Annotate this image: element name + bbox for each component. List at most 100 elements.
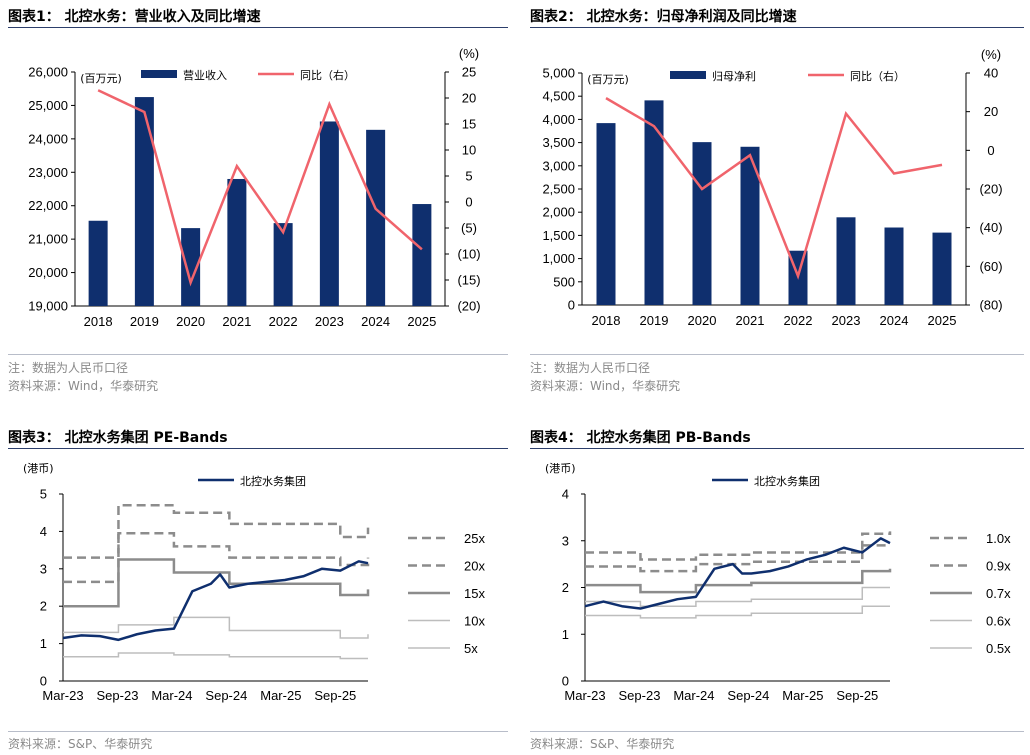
- y-tick-label: 21,000: [28, 232, 68, 247]
- x-tick-label: 2018: [592, 313, 621, 328]
- title-rule: [8, 27, 508, 28]
- y-tick-label: 3,000: [542, 158, 575, 173]
- legend-label-band: 25x: [464, 531, 485, 546]
- y-tick-label: 5: [40, 487, 47, 502]
- yoy-line: [605, 97, 943, 280]
- x-tick-label: 2024: [361, 314, 390, 329]
- y2-tick-label: 20: [984, 104, 998, 119]
- chart-panel-1: 图表1： 北控水务：营业收入及同比增速 19,000 20,000 21,000 22…: [8, 0, 508, 395]
- y-tick-label: 0: [40, 674, 47, 689]
- legend-label-stock: 北控水务集团: [754, 474, 820, 488]
- x-tick-label: 2025: [928, 313, 957, 328]
- legend-label-line: 同比（右）: [850, 69, 905, 83]
- y-axis-unit: (百万元): [587, 73, 629, 86]
- x-tick-label: Sep-23: [97, 688, 139, 703]
- y-axis-unit: (港币): [23, 462, 54, 475]
- pb-bands-chart: 0 1 2 3 4 (港币) Mar-23 Sep-23 Mar-24 Sep-24 Mar-25 S…: [545, 462, 1011, 703]
- chart-panel-4: 图表4： 北控水务集团 PB-Bands 0 1 2 3 4 (港币) Mar-23 Sep-…: [530, 420, 1024, 755]
- y-tick-label: 2,500: [542, 182, 575, 197]
- title-rule: [530, 448, 1024, 449]
- y2-tick-label: (5): [461, 221, 477, 236]
- y-tick-label: 24,000: [28, 131, 68, 146]
- y2-tick-label: (20): [979, 182, 1002, 197]
- y-tick-label: 3: [40, 561, 47, 576]
- y-tick-label: 4: [562, 487, 569, 502]
- band-line: [585, 531, 892, 561]
- y-axis-unit: (港币): [545, 462, 576, 475]
- y2-tick-label: 10: [462, 143, 476, 158]
- chart-panel-2: 图表2： 北控水务：归母净利润及同比增速 0 500 1,000 1,500 2,000…: [530, 0, 1024, 395]
- x-tick-label: 2024: [880, 313, 909, 328]
- y-tick-label: 3,500: [542, 135, 575, 150]
- bar: [273, 223, 293, 306]
- bar: [836, 217, 856, 305]
- y-tick-label: 22,000: [28, 198, 68, 213]
- legend-label-band: 1.0x: [986, 531, 1011, 546]
- y2-tick-label: 0: [465, 195, 472, 210]
- legend-label-band: 20x: [464, 559, 485, 574]
- x-tick-label: Sep-24: [727, 688, 769, 703]
- chart-source: 资料来源：S&P、华泰研究: [8, 737, 153, 751]
- y2-tick-label: (15): [457, 273, 480, 288]
- chart-source: 资料来源：S&P、华泰研究: [530, 737, 675, 751]
- title-rule: [530, 27, 1024, 28]
- x-tick-label: Sep-23: [619, 688, 661, 703]
- y2-tick-label: (40): [979, 220, 1002, 235]
- bar: [644, 100, 664, 305]
- y2-tick-label: 0: [987, 143, 994, 158]
- y-tick-label: 1,000: [542, 251, 575, 266]
- x-tick-label: Mar-24: [673, 688, 714, 703]
- bar: [319, 121, 339, 306]
- band-line: [585, 605, 890, 619]
- legend-label-band: 5x: [464, 641, 478, 656]
- bar: [596, 123, 616, 305]
- x-tick-label: 2021: [222, 314, 251, 329]
- bar: [181, 228, 201, 306]
- bar: [884, 227, 904, 305]
- y-axis-unit: (百万元): [80, 72, 122, 85]
- y-tick-label: 2: [40, 599, 47, 614]
- x-tick-label: Mar-25: [782, 688, 823, 703]
- y2-tick-label: 25: [462, 65, 476, 80]
- footer-rule: [530, 731, 1024, 732]
- y-tick-label: 2,000: [542, 205, 575, 220]
- x-tick-label: 2022: [269, 314, 298, 329]
- x-tick-label: 2020: [176, 314, 205, 329]
- bar: [227, 178, 247, 306]
- x-tick-label: 2025: [407, 314, 436, 329]
- x-tick-label: Mar-24: [151, 688, 192, 703]
- legend-label-line: 同比（右）: [300, 68, 355, 82]
- chart-source: 资料来源：Wind，华泰研究: [8, 379, 159, 393]
- bar: [366, 129, 386, 306]
- y-tick-label: 3: [562, 533, 569, 548]
- chart-note: 注：数据为人民币口径: [530, 361, 651, 375]
- legend-label-stock: 北控水务集团: [240, 474, 306, 488]
- title-rule: [8, 448, 508, 449]
- y2-tick-label: 40: [984, 66, 998, 81]
- y2-tick-label: 20: [462, 91, 476, 106]
- y-tick-label: 25,000: [28, 98, 68, 113]
- band-line: [63, 616, 369, 639]
- y-tick-label: 4: [40, 524, 47, 539]
- chart-title: 图表1： 北控水务：营业收入及同比增速: [8, 9, 261, 25]
- legend-label-band: 15x: [464, 586, 485, 601]
- y-tick-label: 500: [553, 274, 575, 289]
- y2-axis-unit: (%): [459, 46, 479, 61]
- band-line: [63, 652, 368, 660]
- legend-label-bar: 营业收入: [183, 68, 227, 82]
- chart-source: 资料来源：Wind，华泰研究: [530, 379, 681, 393]
- chart-title: 图表2： 北控水务：归母净利润及同比增速: [530, 9, 797, 25]
- y-tick-label: 19,000: [28, 299, 68, 314]
- y-tick-label: 20,000: [28, 265, 68, 280]
- y-tick-label: 4,000: [542, 112, 575, 127]
- x-tick-label: 2023: [832, 313, 861, 328]
- bar: [412, 204, 432, 306]
- x-tick-label: 2018: [84, 314, 113, 329]
- y2-tick-label: 15: [462, 117, 476, 132]
- bar: [88, 220, 108, 306]
- legend-label-band: 0.7x: [986, 586, 1011, 601]
- legend-label-bar: 归母净利: [712, 69, 756, 83]
- y2-tick-label: (60): [979, 259, 1002, 274]
- band-line: [63, 558, 370, 608]
- footer-rule: [8, 731, 508, 732]
